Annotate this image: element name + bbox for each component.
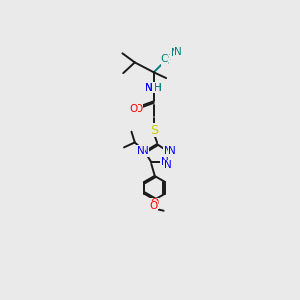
- Text: H: H: [154, 83, 162, 93]
- Text: N: N: [145, 83, 153, 93]
- Text: N: N: [164, 146, 172, 157]
- Text: H: H: [154, 83, 162, 93]
- Text: S: S: [150, 124, 158, 136]
- Text: N: N: [145, 83, 153, 93]
- Text: N: N: [145, 83, 153, 93]
- Text: N: N: [150, 83, 158, 93]
- Text: O: O: [151, 198, 159, 208]
- Text: O: O: [129, 103, 138, 114]
- Text: N: N: [168, 146, 176, 156]
- Text: N: N: [141, 146, 148, 157]
- Text: N: N: [137, 146, 144, 156]
- Text: N: N: [164, 160, 172, 170]
- Text: C: C: [160, 54, 168, 64]
- Text: N: N: [164, 160, 172, 170]
- Text: C: C: [160, 54, 168, 64]
- Text: N: N: [168, 146, 176, 156]
- Text: H: H: [154, 83, 162, 93]
- Text: O: O: [134, 103, 142, 114]
- Text: N: N: [174, 47, 182, 57]
- Text: O: O: [151, 201, 159, 211]
- Text: O: O: [150, 201, 158, 211]
- Text: S: S: [150, 124, 158, 136]
- Text: N: N: [160, 157, 168, 167]
- Text: N: N: [174, 47, 182, 57]
- Text: C: C: [162, 56, 169, 66]
- Text: N: N: [137, 146, 144, 156]
- Text: S: S: [150, 124, 158, 136]
- Text: O: O: [130, 105, 138, 115]
- Text: N: N: [170, 48, 178, 58]
- Text: H: H: [154, 83, 162, 93]
